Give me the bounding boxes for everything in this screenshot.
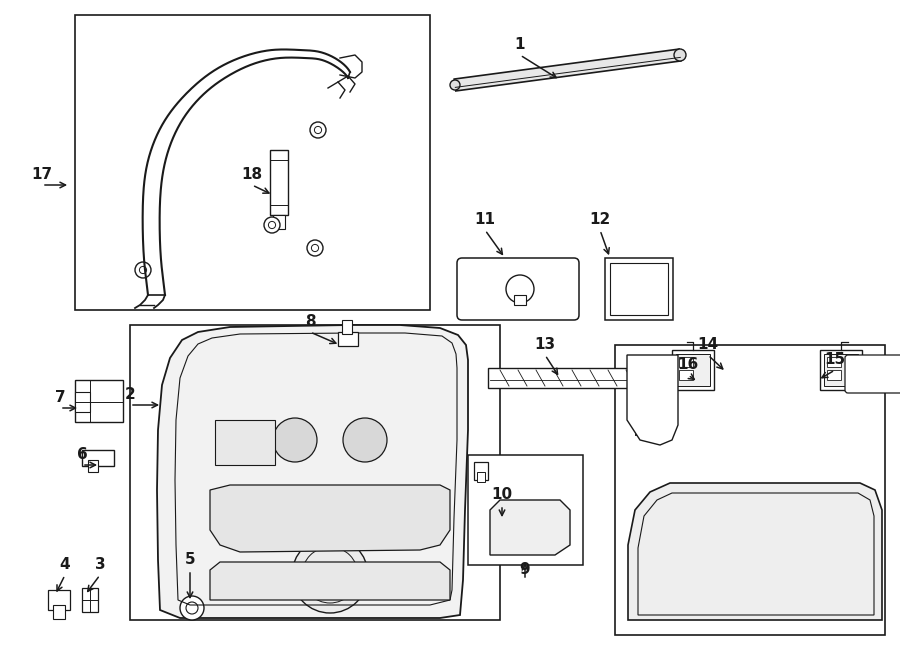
Circle shape xyxy=(311,244,319,252)
Bar xyxy=(215,420,275,465)
Bar xyxy=(270,150,288,215)
Bar xyxy=(88,460,98,472)
Circle shape xyxy=(268,221,275,228)
Text: 3: 3 xyxy=(94,557,105,572)
Text: 9: 9 xyxy=(519,562,530,577)
Circle shape xyxy=(180,596,204,620)
Text: 16: 16 xyxy=(678,357,698,372)
Bar xyxy=(824,354,858,386)
Bar xyxy=(53,605,65,619)
Circle shape xyxy=(674,49,686,61)
Polygon shape xyxy=(210,485,450,552)
Circle shape xyxy=(310,122,326,138)
FancyBboxPatch shape xyxy=(845,355,900,393)
Polygon shape xyxy=(454,49,680,91)
Circle shape xyxy=(140,266,147,273)
Circle shape xyxy=(273,418,317,462)
Bar xyxy=(605,258,673,320)
Text: 8: 8 xyxy=(305,314,315,329)
Text: 11: 11 xyxy=(474,212,496,227)
Bar xyxy=(676,354,710,386)
Bar xyxy=(610,263,668,315)
Bar xyxy=(488,368,660,388)
Bar xyxy=(679,370,693,380)
Circle shape xyxy=(506,275,534,303)
Bar xyxy=(848,358,900,390)
Text: 2: 2 xyxy=(124,387,135,402)
Bar xyxy=(75,15,430,310)
Text: 17: 17 xyxy=(32,167,52,182)
Text: 7: 7 xyxy=(55,390,66,405)
Bar xyxy=(75,380,123,422)
Bar xyxy=(474,462,488,480)
Circle shape xyxy=(264,217,280,233)
Bar xyxy=(48,590,70,610)
Circle shape xyxy=(186,602,198,614)
Text: 13: 13 xyxy=(535,337,555,352)
Bar xyxy=(615,345,885,635)
Circle shape xyxy=(314,126,321,134)
Polygon shape xyxy=(628,483,882,620)
Bar xyxy=(827,357,841,367)
Circle shape xyxy=(135,262,151,278)
Polygon shape xyxy=(490,500,570,555)
Bar xyxy=(342,320,352,334)
Polygon shape xyxy=(157,325,468,618)
Bar xyxy=(82,588,98,612)
FancyBboxPatch shape xyxy=(457,258,579,320)
Text: 12: 12 xyxy=(590,212,610,227)
Text: 1: 1 xyxy=(515,37,526,52)
Circle shape xyxy=(302,547,358,603)
Bar xyxy=(514,295,526,305)
Circle shape xyxy=(292,537,368,613)
Circle shape xyxy=(450,80,460,90)
Bar xyxy=(679,357,693,367)
Bar xyxy=(477,472,485,482)
Bar xyxy=(130,325,500,620)
Bar xyxy=(827,370,841,380)
Polygon shape xyxy=(627,355,678,445)
Bar xyxy=(75,392,90,412)
Text: 14: 14 xyxy=(698,337,718,352)
Bar xyxy=(273,215,285,229)
Text: 6: 6 xyxy=(76,447,87,462)
Bar xyxy=(672,350,714,390)
Polygon shape xyxy=(210,562,450,600)
Circle shape xyxy=(343,418,387,462)
Bar xyxy=(338,332,358,346)
Text: 15: 15 xyxy=(824,352,846,367)
Text: 5: 5 xyxy=(184,552,195,567)
Text: 18: 18 xyxy=(241,167,263,182)
Text: 10: 10 xyxy=(491,487,513,502)
Bar xyxy=(468,455,583,565)
Text: 4: 4 xyxy=(59,557,70,572)
Bar xyxy=(82,450,114,466)
Bar xyxy=(820,350,862,390)
Circle shape xyxy=(307,240,323,256)
